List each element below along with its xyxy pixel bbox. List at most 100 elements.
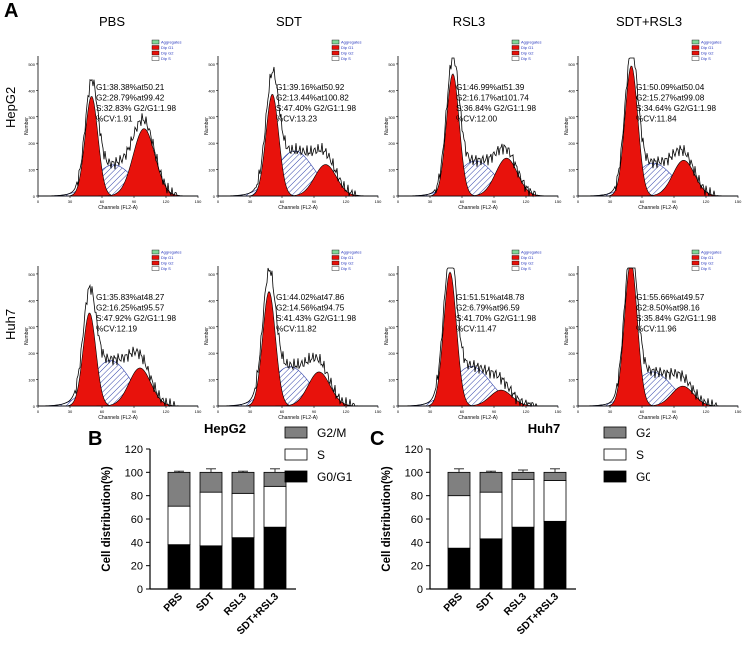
x-tick-label: 30 [248, 199, 253, 204]
y-tick-label: 120 [125, 444, 143, 456]
bar-segment-g0g1 [447, 547, 471, 590]
y-tick-label: 0 [417, 584, 423, 596]
bar-segment-g2m [447, 471, 471, 497]
legend-swatch [691, 45, 700, 50]
y-axis-label: Number [384, 117, 390, 135]
legend-label: G0/G1 [317, 470, 353, 484]
legend-swatch [691, 50, 700, 56]
x-tick-label: PBS [161, 591, 185, 615]
y-tick-label: 300 [388, 325, 395, 330]
legend-swatch [331, 260, 340, 266]
x-tick-label: 0 [397, 409, 400, 414]
histogram-envelope [397, 57, 559, 198]
y-tick-label: 200 [28, 351, 35, 356]
legend-swatch [331, 39, 340, 45]
legend-label: Dip G1 [341, 45, 354, 50]
legend-label: Dip G2 [341, 261, 354, 266]
x-tick-label: RSL3 [222, 591, 250, 619]
y-tick-label: 20 [131, 561, 143, 573]
x-tick-label: 90 [672, 199, 677, 204]
stat-g1-text: G1:55.66%at49.57 [636, 293, 705, 302]
panel-a-label: A [4, 0, 19, 22]
bar-segment-s [543, 480, 567, 522]
x-tick-label: 150 [375, 199, 382, 204]
stat-g2-text: G2:16.25%at95.57 [96, 304, 165, 313]
bar-segment-s [447, 495, 471, 549]
stat-g1-text: G1:44.02%at47.86 [276, 293, 345, 302]
legend-label: Dip S [701, 56, 711, 61]
flow-histogram-panel: 0 100 200 300 400 500 0 30 60 90 120 150 Channels (F… [564, 250, 742, 421]
x-tick-label: 90 [492, 199, 497, 204]
chart-title: Huh7 [528, 421, 561, 436]
y-tick-label: 500 [208, 272, 215, 277]
y-tick-label: 400 [568, 298, 575, 303]
x-tick-label: 0 [37, 409, 40, 414]
x-tick-label: 30 [68, 199, 73, 204]
legend-label: Aggregates [701, 40, 721, 45]
y-tick-label: 40 [131, 537, 143, 549]
stat-s-text: S:41.43% G2/G1:1.98 [276, 314, 357, 323]
flow-histogram-panel: 0 100 200 300 400 500 0 30 60 90 120 150 Channels (F… [384, 39, 562, 211]
stat-cv-text: %CV:12.00 [456, 115, 498, 124]
legend-label: Dip G1 [521, 45, 534, 50]
x-tick-label: 30 [68, 409, 73, 414]
y-axis-label: Number [384, 327, 390, 345]
x-tick-label: 30 [428, 199, 433, 204]
stat-cv-text: %CV:13.23 [276, 115, 318, 124]
column-header-rsl3: RSL3 [452, 14, 486, 29]
dip-s-area [37, 360, 199, 407]
stat-g2-text: G2:13.44%at100.82 [276, 94, 349, 103]
row-header-huh7: Huh7 [3, 308, 18, 340]
stat-cv-text: %CV:1.91 [96, 115, 133, 124]
y-tick-label: 60 [411, 514, 423, 526]
legend-label: Dip G1 [701, 45, 714, 50]
legend-label: Aggregates [701, 250, 721, 255]
legend-swatch [331, 249, 340, 255]
x-tick-label: 0 [577, 199, 580, 204]
legend-swatch [691, 39, 700, 45]
stat-g1-text: G1:46.99%at51.39 [456, 83, 525, 92]
y-tick-label: 200 [208, 141, 215, 146]
y-tick-label: 0 [393, 194, 396, 199]
x-tick-label: SDT [474, 590, 498, 614]
y-tick-label: 0 [393, 404, 396, 409]
y-tick-label: 400 [208, 298, 215, 303]
bar-segment-s [479, 491, 503, 540]
y-tick-label: 20 [411, 561, 423, 573]
y-axis-label: Number [24, 327, 30, 345]
bar-segment-g0g1 [511, 526, 535, 590]
y-tick-label: 40 [411, 537, 423, 549]
y-tick-label: 200 [28, 141, 35, 146]
stat-g2-text: G2:8.50%at98.16 [636, 304, 700, 313]
y-axis-label: Number [204, 327, 210, 345]
y-tick-label: 100 [388, 378, 395, 383]
histogram-envelope [37, 78, 199, 197]
stat-cv-text: %CV:11.47 [456, 325, 497, 334]
x-tick-label: 150 [735, 199, 742, 204]
y-tick-label: 500 [568, 272, 575, 277]
bar-segment-g2m [479, 471, 503, 493]
flow-histogram-panel: 0 100 200 300 400 500 0 30 60 90 120 150 Channels (F… [204, 249, 382, 421]
dip-s-area [397, 366, 559, 407]
legend-swatch [151, 266, 160, 271]
x-tick-label: 120 [163, 199, 170, 204]
y-tick-label: 60 [131, 514, 143, 526]
legend-label: Dip G2 [341, 51, 354, 56]
legend-swatch [511, 39, 520, 45]
x-tick-label: 30 [428, 409, 433, 414]
y-tick-label: 100 [208, 168, 215, 173]
bar-segment-g2m [167, 471, 191, 507]
stat-g1-text: G1:39.16%at50.92 [276, 83, 345, 92]
x-tick-label: 150 [735, 409, 742, 414]
x-tick-label: 150 [195, 199, 202, 204]
bar-segment-s [199, 491, 223, 547]
legend-swatch [151, 255, 160, 260]
dip-s-area [577, 371, 739, 407]
histogram-envelope [577, 57, 739, 197]
stat-cv-text: %CV:11.84 [636, 115, 677, 124]
legend-label: Aggregates [341, 40, 361, 45]
x-tick-label: 60 [280, 409, 285, 414]
bar-segment-g0g1 [543, 520, 567, 590]
x-axis-label: Channels (FL2-A) [458, 415, 498, 421]
stat-s-text: S:47.92% G2/G1:1.98 [96, 314, 177, 323]
